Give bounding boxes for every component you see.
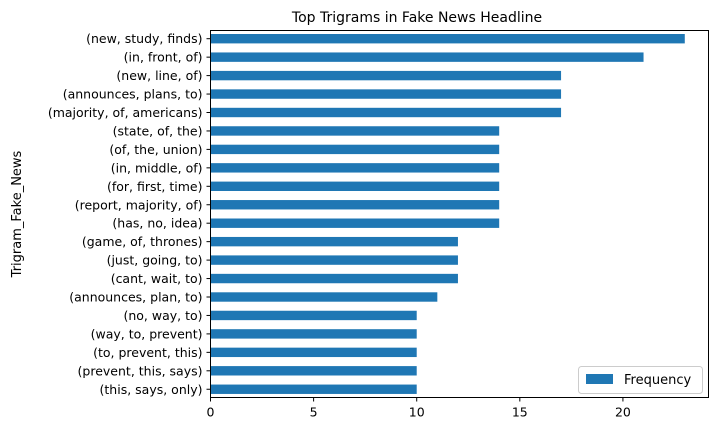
bar <box>210 181 500 191</box>
x-tick-label: 5 <box>310 405 318 420</box>
bar <box>210 107 562 118</box>
y-tick-label: (to, prevent, this) <box>93 345 202 360</box>
y-tick-label: (announces, plan, to) <box>69 290 202 305</box>
y-tick-label: (just, going, to) <box>107 253 203 268</box>
bar <box>210 163 500 173</box>
y-tick-label: (game, of, thrones) <box>82 234 203 249</box>
y-tick-label: (new, line, of) <box>116 68 202 83</box>
y-tick-label: (prevent, this, says) <box>78 363 203 378</box>
bar <box>210 218 500 228</box>
bar <box>210 292 438 302</box>
legend-swatch <box>586 374 613 384</box>
bar <box>210 144 500 155</box>
y-tick-label: (no, way, to) <box>123 308 202 323</box>
bar <box>210 347 417 358</box>
x-tick-label: 15 <box>512 405 528 420</box>
y-tick-labels: (new, study, finds) (in, front, of) (new, … <box>48 31 211 397</box>
legend: Frequency <box>578 366 703 394</box>
y-tick-label: (for, first, time) <box>107 179 203 194</box>
plot-frame <box>210 30 709 398</box>
bars-group <box>210 34 685 394</box>
y-tick-label: (announces, plans, to) <box>63 87 203 102</box>
y-tick-label: (of, the, union) <box>109 142 202 157</box>
bar <box>210 255 458 265</box>
bar <box>210 366 417 376</box>
y-tick-label: (report, majority, of) <box>75 197 203 212</box>
bar <box>210 126 500 136</box>
bar <box>210 34 685 44</box>
bar <box>210 89 562 99</box>
y-axis-label: Trigram_Fake_News <box>10 150 25 278</box>
bar <box>210 384 417 394</box>
y-tick-label: (in, middle, of) <box>111 160 203 175</box>
x-tick-label: 0 <box>207 405 215 420</box>
y-tick-label: (in, front, of) <box>124 50 203 65</box>
bar <box>210 273 458 284</box>
y-tick-label: (state, of, the) <box>113 123 203 138</box>
y-tick-label: (majority, of, americans) <box>48 105 203 120</box>
y-tick-label: (new, study, finds) <box>86 31 202 46</box>
x-tick-label: 10 <box>409 405 425 420</box>
bar <box>210 200 500 210</box>
y-tick-label: (has, no, idea) <box>112 216 202 231</box>
y-tick-label: (cant, wait, to) <box>111 271 203 286</box>
bar <box>210 52 644 62</box>
x-tick-label: 20 <box>615 405 631 420</box>
legend-box <box>578 366 703 394</box>
legend-label: Frequency <box>624 373 691 388</box>
y-tick-label: (way, to, prevent) <box>91 326 203 341</box>
bar <box>210 310 417 321</box>
bar <box>210 236 458 247</box>
x-tick-labels: 0 5 10 15 20 <box>207 397 631 420</box>
bar <box>210 70 562 81</box>
chart-title: Top Trigrams in Fake News Headline <box>291 10 542 26</box>
bar <box>210 329 417 339</box>
y-tick-label: (this, says, only) <box>100 382 203 397</box>
